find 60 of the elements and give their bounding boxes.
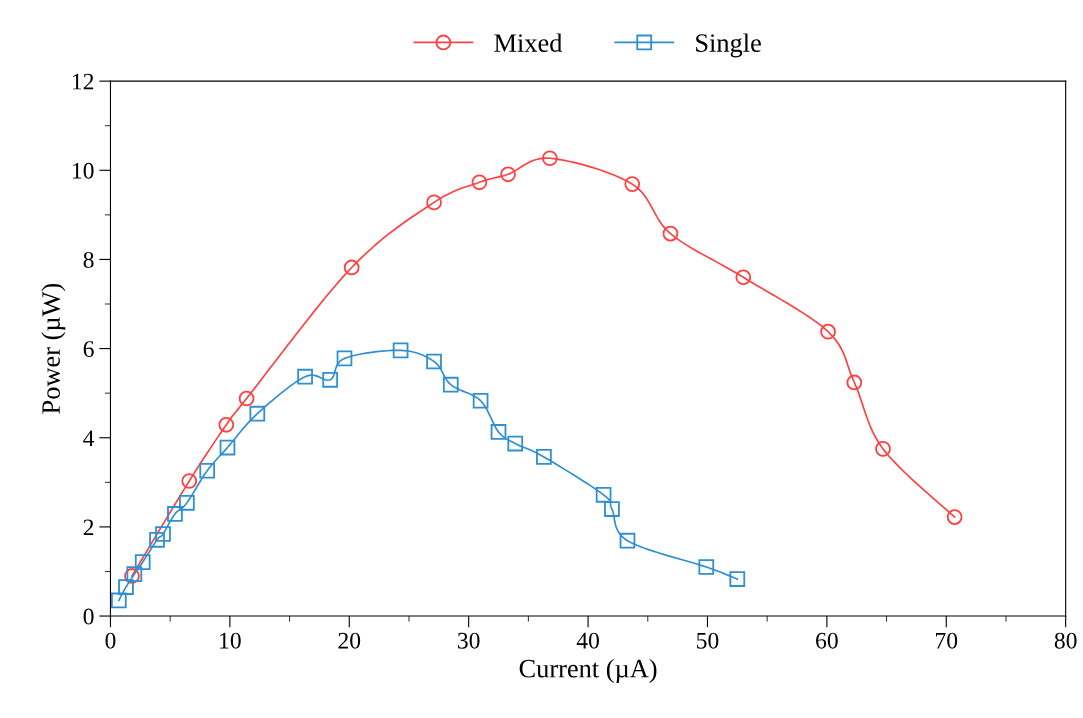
y-tick-label: 8 <box>83 251 94 268</box>
point <box>875 441 891 457</box>
point <box>442 376 459 393</box>
point <box>490 424 507 440</box>
point <box>322 371 339 388</box>
y-tick-label: 0 <box>83 608 94 625</box>
point <box>542 150 558 167</box>
point <box>735 269 752 286</box>
point <box>846 374 863 391</box>
point <box>698 559 715 575</box>
x-tick-label: 40 <box>576 632 599 649</box>
point <box>619 532 636 549</box>
legend-label: Single <box>696 33 761 58</box>
point <box>500 166 516 183</box>
x-tick-label: 30 <box>457 632 480 649</box>
y-axis-title: Power (µW) <box>41 283 66 414</box>
x-tick-label: 10 <box>220 632 241 649</box>
point <box>249 405 266 422</box>
point <box>218 416 235 433</box>
point <box>297 368 313 385</box>
point <box>134 554 151 570</box>
legend-label: Mixed <box>494 33 563 52</box>
x-tick-label: 0 <box>105 632 116 649</box>
point <box>604 501 620 517</box>
point <box>426 353 442 370</box>
point <box>343 259 360 276</box>
point <box>219 439 236 456</box>
point <box>110 592 127 609</box>
point <box>199 462 216 479</box>
point <box>392 342 409 359</box>
x-tick-label: 20 <box>338 632 361 649</box>
y-tick-label: 12 <box>72 73 94 90</box>
point <box>624 176 641 192</box>
point <box>426 194 442 211</box>
point <box>946 509 963 525</box>
point <box>181 473 198 489</box>
y-tick-label: 2 <box>83 519 94 536</box>
point <box>155 526 171 542</box>
y-tick-label: 6 <box>83 341 94 358</box>
y-tick-label: 10 <box>72 162 94 179</box>
point <box>118 579 134 595</box>
point <box>149 531 165 548</box>
x-tick-label: 80 <box>1054 632 1077 649</box>
point <box>471 174 488 191</box>
point <box>536 449 552 465</box>
point <box>167 506 183 522</box>
x-tick-label: 70 <box>936 632 958 649</box>
point <box>179 494 195 511</box>
x-tick-label: 60 <box>816 632 838 649</box>
point <box>507 435 524 452</box>
point <box>662 225 679 242</box>
y-tick-label: 4 <box>83 430 95 446</box>
point <box>238 390 255 407</box>
point <box>820 323 836 340</box>
point <box>336 350 353 367</box>
x-axis-title: Current (µA) <box>519 658 657 683</box>
point <box>595 486 612 503</box>
point <box>472 392 489 409</box>
point <box>729 571 746 587</box>
x-tick-label: 50 <box>697 632 719 649</box>
